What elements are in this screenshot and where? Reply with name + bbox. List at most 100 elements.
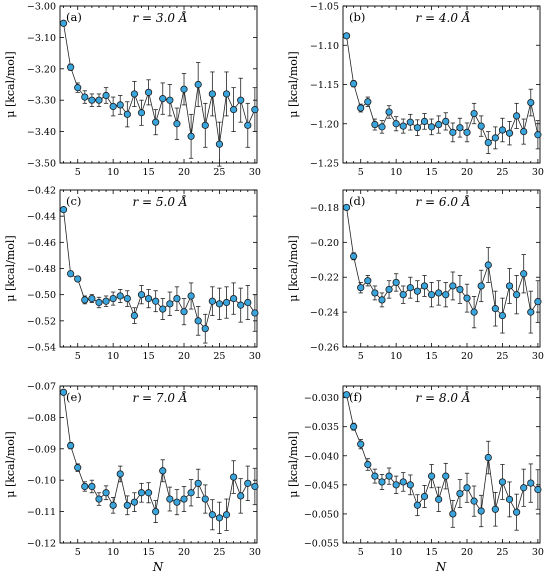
- data-point: [427, 472, 436, 480]
- x-tick-label: 15: [143, 167, 155, 178]
- data-point: [67, 442, 75, 450]
- panel-6: −0.030 −0.035 −0.040 −0.045 −0.050 −0.055 5 10 1…: [287, 385, 544, 558]
- panel-title: r = 7.0 Å: [133, 390, 188, 405]
- data-point: [513, 291, 521, 299]
- data-point: [230, 294, 238, 303]
- data-point: [116, 470, 124, 478]
- data-point: [463, 128, 471, 136]
- x-tick-label: 25: [496, 351, 508, 362]
- x-tick-label: 30: [249, 547, 261, 558]
- data-point: [130, 90, 139, 98]
- data-point: [230, 473, 238, 481]
- panels: −3.00 −3.10 −3.20 −3.30 −3.40 −3.50 5 10 15 20 25 3…: [4, 2, 544, 559]
- data-point: [527, 308, 535, 316]
- series-line: [63, 392, 256, 519]
- data-point: [74, 84, 82, 92]
- data-point: [399, 122, 407, 130]
- y-tick-label: −0.20: [310, 238, 339, 249]
- data-point: [215, 514, 224, 522]
- data-point: [123, 294, 131, 303]
- y-tick-label: −0.44: [27, 212, 56, 223]
- data-point: [350, 252, 358, 260]
- data-point: [427, 291, 436, 299]
- data-point: [137, 291, 146, 299]
- data-point: [95, 96, 103, 104]
- y-tick-label: −0.050: [304, 509, 339, 520]
- data-point: [144, 489, 153, 497]
- data-point: [520, 128, 528, 136]
- panel-letter: (d): [349, 194, 365, 208]
- data-point: [470, 308, 478, 316]
- y-tick-label: −0.52: [27, 316, 56, 327]
- x-tick-label: 25: [213, 547, 225, 558]
- panel-5: −0.07 −0.08 −0.09 −0.10 −0.11 −0.12 5 10 15 20 25 3…: [4, 382, 261, 559]
- y-tick-label: −1.10: [310, 41, 339, 52]
- data-point: [152, 297, 160, 305]
- data-point: [215, 140, 224, 148]
- data-point: [456, 285, 464, 294]
- data-point: [534, 485, 542, 494]
- y-axis-label: μ [kcal/mol]: [4, 431, 17, 497]
- data-point: [116, 292, 124, 300]
- data-point: [513, 112, 521, 120]
- y-tick-label: −0.50: [27, 290, 56, 301]
- data-point: [463, 294, 471, 302]
- x-tick-label: 15: [143, 351, 155, 362]
- data-point: [81, 482, 89, 491]
- x-tick-label: 20: [178, 547, 190, 558]
- y-tick-label: −1.15: [310, 80, 339, 91]
- data-point: [244, 121, 252, 129]
- data-point: [491, 305, 499, 313]
- data-point: [230, 106, 238, 114]
- data-point: [435, 495, 443, 503]
- data-point: [222, 511, 231, 519]
- x-tick-label: 5: [358, 547, 364, 558]
- data-point: [484, 138, 492, 147]
- panel-1: −3.00 −3.10 −3.20 −3.30 −3.40 −3.50 5 10 15 20 25 3…: [4, 2, 261, 179]
- y-tick-label: −1.20: [310, 119, 339, 130]
- x-tick-label: 5: [75, 167, 81, 178]
- axes-frame: [59, 385, 258, 544]
- x-tick-label: 20: [461, 167, 473, 178]
- x-tick-label: 10: [107, 351, 119, 362]
- data-point: [505, 282, 514, 290]
- data-point: [477, 122, 485, 130]
- y-tick-label: −1.25: [310, 159, 339, 170]
- data-point: [371, 472, 379, 480]
- x-tick-label: 5: [358, 167, 364, 178]
- y-axis-label: μ [kcal/mol]: [287, 431, 300, 497]
- data-point: [442, 117, 450, 125]
- x-tick-label: 30: [249, 351, 261, 362]
- panel-title: r = 6.0 Å: [416, 194, 471, 209]
- data-point: [102, 489, 110, 497]
- y-tick-label: −0.030: [304, 393, 339, 404]
- data-point: [166, 495, 174, 503]
- panel-title: r = 8.0 Å: [416, 390, 471, 405]
- y-tick-label: −3.40: [27, 127, 56, 138]
- x-tick-label: 30: [532, 351, 544, 362]
- data-point: [144, 88, 153, 96]
- data-point: [427, 123, 436, 131]
- panel-letter: (a): [66, 10, 82, 24]
- x-tick-label: 30: [532, 167, 544, 178]
- series-line: [346, 35, 539, 144]
- y-tick-label: −0.12: [27, 539, 56, 550]
- x-tick-label: 15: [426, 167, 438, 178]
- data-point: [371, 289, 379, 297]
- y-tick-label: −3.30: [27, 96, 56, 107]
- data-point: [95, 298, 103, 307]
- y-tick-label: −0.18: [310, 203, 339, 214]
- data-point: [392, 120, 400, 128]
- y-tick-label: −3.20: [27, 64, 56, 75]
- y-axis-label: μ [kcal/mol]: [4, 235, 17, 301]
- y-tick-label: −0.26: [310, 343, 339, 354]
- x-tick-label: 20: [178, 351, 190, 362]
- data-point: [194, 317, 202, 325]
- axes-frame: [59, 189, 258, 348]
- data-point: [420, 282, 429, 290]
- data-point: [342, 391, 351, 399]
- data-point: [81, 93, 89, 101]
- panel-2: −1.05 −1.10 −1.15 −1.20 −1.25 5 10 15 20 25 30 μ [k…: [287, 2, 544, 179]
- data-point: [406, 118, 414, 126]
- data-point: [201, 495, 209, 503]
